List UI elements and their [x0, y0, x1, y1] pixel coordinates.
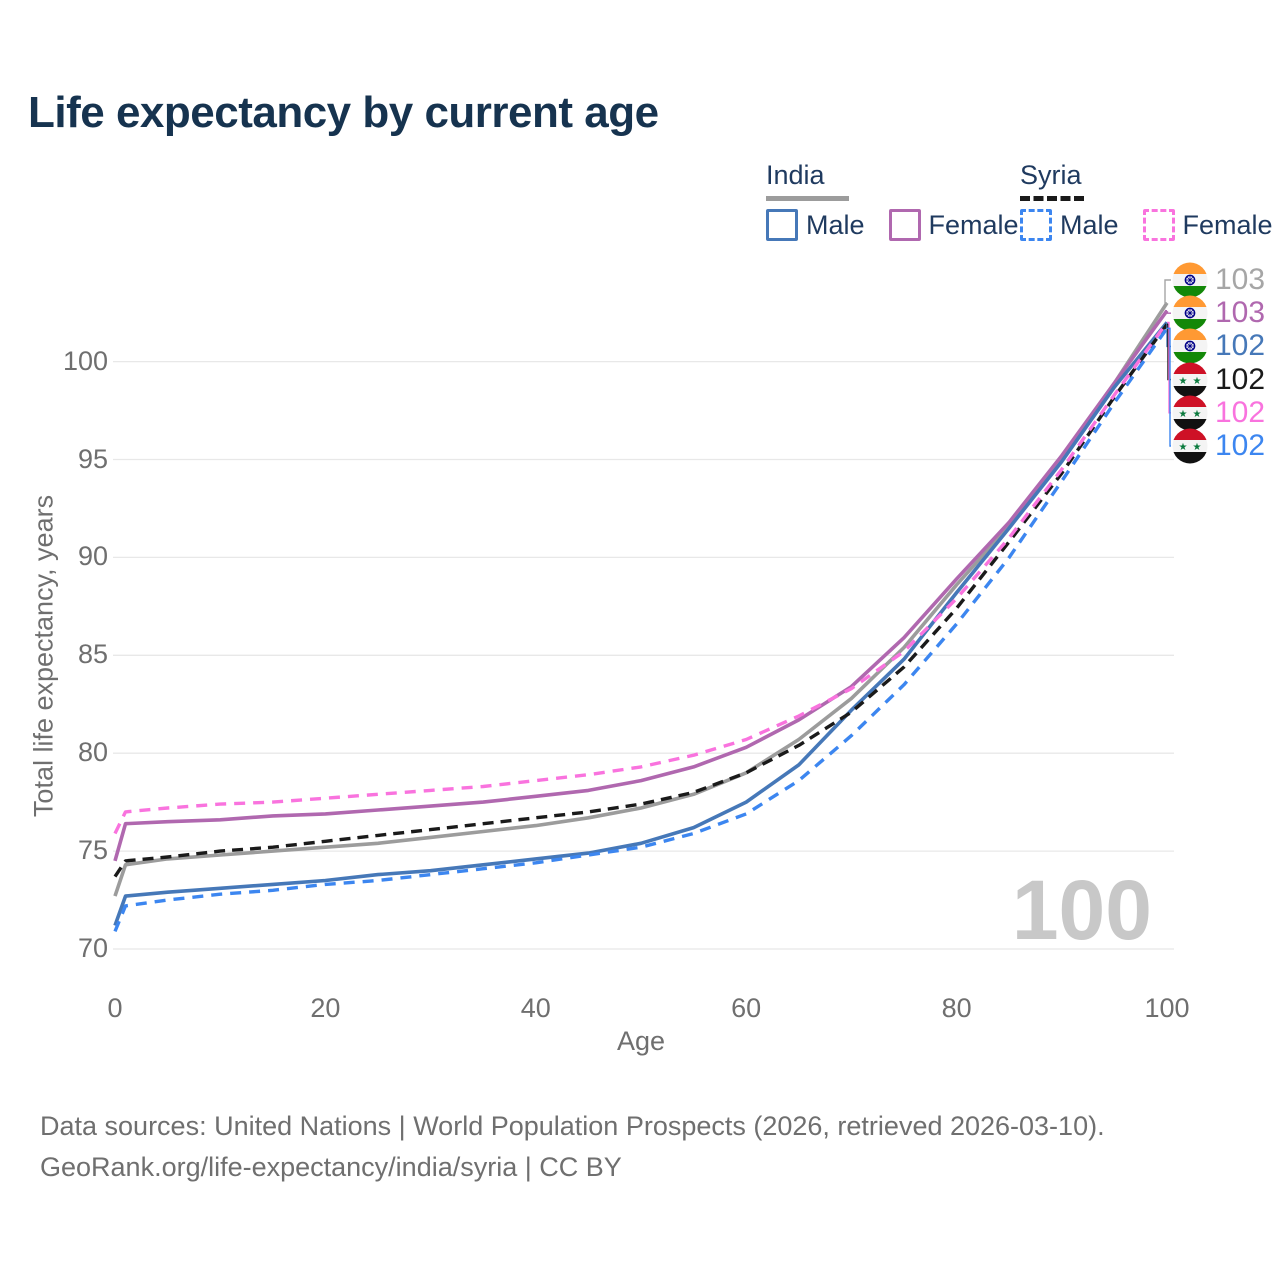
svg-text:★: ★: [1193, 375, 1202, 386]
leader-line-0: [1164, 279, 1171, 304]
legend-country-india[interactable]: India: [766, 160, 849, 202]
end-label-syria-5: ★ ★ 102: [1172, 428, 1265, 464]
y-tick-85: 85: [77, 639, 108, 670]
legend-item-india-female[interactable]: Female: [888, 209, 1019, 242]
end-label-value: 103: [1215, 263, 1266, 296]
legend-item-syria-female[interactable]: Female: [1142, 209, 1273, 242]
y-tick-95: 95: [77, 443, 108, 474]
india-flag-icon: [1172, 295, 1208, 331]
legend-label-india-female: Female: [928, 209, 1019, 240]
legend-items-india: Male Female: [766, 209, 1019, 242]
y-tick-80: 80: [77, 737, 108, 768]
legend-group-syria: Syria Male Female: [1020, 160, 1273, 242]
end-label-syria-4: ★ ★ 102: [1172, 395, 1265, 431]
footer-sources: Data sources: United Nations | World Pop…: [40, 1111, 1105, 1141]
footer-link: GeoRank.org/life-expectancy/india/syria …: [40, 1152, 622, 1182]
series-line-4: [113, 321, 1169, 835]
y-tick-75: 75: [77, 835, 108, 866]
series-line-5: [113, 327, 1169, 933]
end-label-india-0: 103: [1172, 262, 1265, 298]
y-tick-100: 100: [62, 345, 108, 376]
y-tick-90: 90: [77, 541, 108, 572]
series-line-1: [113, 309, 1169, 862]
end-label-india-2: 102: [1172, 328, 1265, 364]
leader-line-5: [1167, 327, 1171, 447]
legend-group-india: India Male Female: [766, 160, 1019, 242]
series-line-3: [113, 323, 1169, 878]
legend-item-syria-male[interactable]: Male: [1020, 209, 1119, 242]
syria-flag-icon: ★ ★: [1172, 362, 1208, 398]
legend-label-syria-female: Female: [1182, 209, 1273, 240]
series-line-0: [113, 301, 1169, 897]
x-tick-100: 100: [1144, 993, 1190, 1023]
legend-label-syria-male: Male: [1060, 209, 1119, 240]
svg-text:★: ★: [1193, 442, 1202, 453]
x-axis-title: Age: [616, 1026, 666, 1056]
india-female-swatch-icon: [888, 209, 921, 242]
end-label-value: 102: [1215, 429, 1266, 462]
end-label-value: 102: [1215, 395, 1266, 429]
y-axis-title: Total life expectancy, years: [28, 494, 59, 818]
syria-flag-icon: ★ ★: [1172, 395, 1208, 431]
x-tick-40: 40: [520, 993, 551, 1023]
svg-text:★: ★: [1179, 375, 1188, 386]
legend-item-india-male[interactable]: Male: [766, 209, 865, 242]
india-flag-icon: [1172, 262, 1208, 298]
india-male-swatch-icon: [766, 209, 798, 242]
end-label-value: 102: [1215, 362, 1266, 396]
x-tick-60: 60: [731, 993, 762, 1023]
svg-text:★: ★: [1193, 409, 1202, 420]
legend-label-india-male: Male: [806, 209, 865, 240]
svg-text:★: ★: [1179, 409, 1188, 420]
legend-country-syria[interactable]: Syria: [1020, 160, 1084, 202]
svg-text:★: ★: [1179, 442, 1188, 453]
syria-male-swatch-icon: [1020, 209, 1052, 242]
end-label-syria-3: ★ ★ 102: [1172, 362, 1265, 398]
footer: Data sources: United Nations | World Pop…: [40, 1106, 1105, 1188]
x-tick-0: 0: [107, 993, 123, 1023]
end-label-value: 103: [1215, 296, 1266, 330]
syria-flag-icon: ★ ★: [1172, 428, 1208, 464]
x-tick-20: 20: [310, 993, 341, 1023]
india-flag-icon: [1172, 328, 1208, 364]
leader-line-1: [1165, 310, 1171, 314]
page-title: Life expectancy by current age: [28, 88, 659, 137]
end-label-india-1: 103: [1172, 295, 1265, 331]
age-watermark: 100: [1011, 863, 1152, 957]
end-label-value: 102: [1215, 329, 1266, 363]
syria-female-swatch-icon: [1142, 209, 1175, 242]
legend-items-syria: Male Female: [1020, 209, 1273, 242]
y-tick-70: 70: [77, 933, 108, 963]
x-tick-80: 80: [941, 993, 972, 1023]
series-line-2: [113, 321, 1169, 927]
